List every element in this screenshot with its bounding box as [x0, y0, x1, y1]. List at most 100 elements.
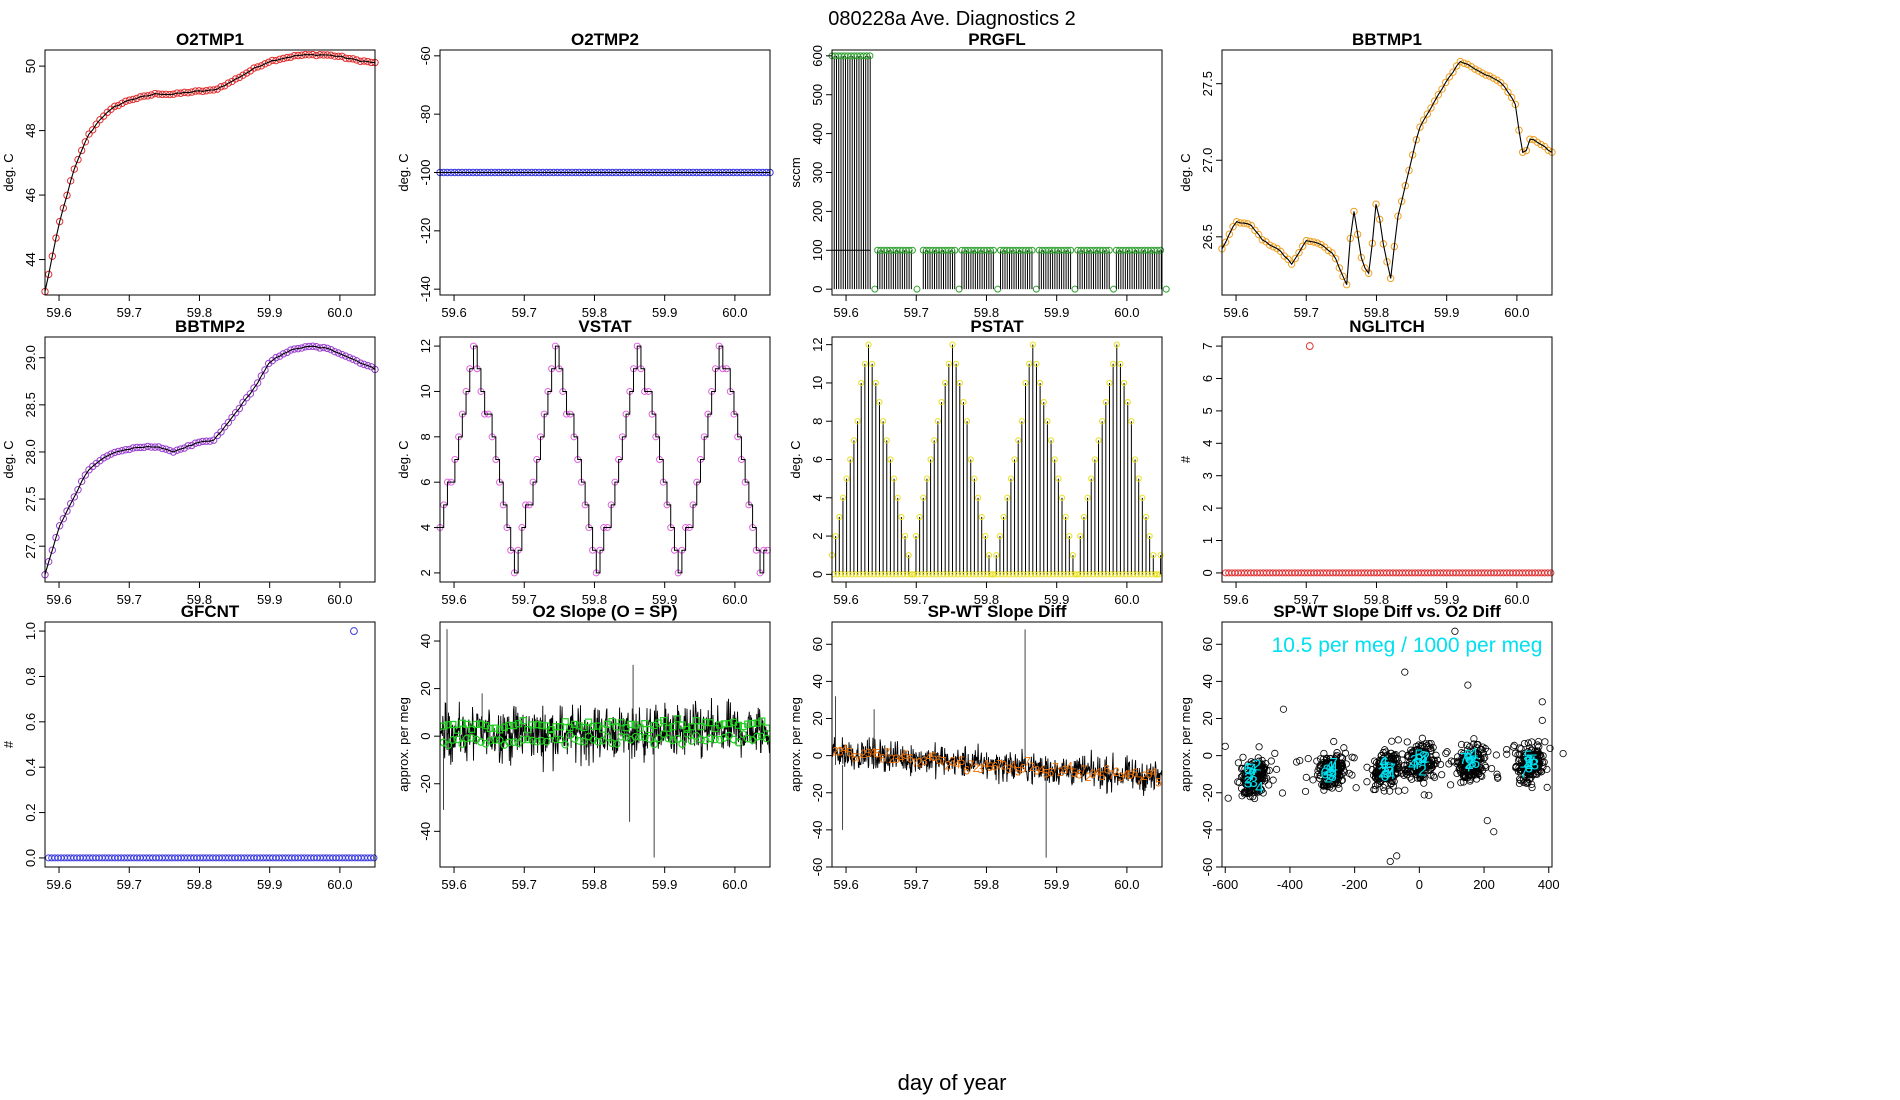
y-tick-label: 100 — [810, 239, 825, 261]
data-point — [352, 56, 361, 64]
panel-title: VSTAT — [578, 317, 632, 336]
x-tick-label: 60.0 — [327, 592, 352, 607]
data-point — [477, 738, 485, 746]
plot-area: 2345672345672345672345672345672345672345… — [831, 629, 1163, 858]
data-point — [1025, 246, 1033, 254]
data-point — [1131, 456, 1139, 463]
data-point — [1110, 360, 1117, 367]
data-point — [1398, 750, 1406, 758]
data-point — [1000, 513, 1007, 521]
data-point — [444, 741, 453, 750]
x-tick-label: 59.7 — [512, 592, 537, 607]
x-tick-label: 59.6 — [46, 592, 71, 607]
data-point — [1371, 774, 1380, 782]
data-point — [762, 724, 771, 732]
data-point — [838, 571, 845, 578]
x-tick-label: 59.7 — [512, 877, 537, 892]
data-point — [1142, 513, 1150, 521]
panel-title: PRGFL — [968, 30, 1026, 49]
y-tick-label: 20 — [810, 711, 825, 725]
y-axis-label: approx. per meg — [1178, 697, 1193, 792]
plot-frame — [439, 336, 771, 583]
data-point — [1239, 753, 1247, 761]
data-point — [716, 721, 724, 729]
data-point — [1247, 221, 1256, 230]
y-axis-label: deg. C — [396, 440, 411, 478]
y-tick-label: 500 — [810, 84, 825, 106]
x-tick-label: 59.9 — [1044, 592, 1069, 607]
data-point — [1339, 755, 1347, 763]
data-point — [1317, 763, 1325, 771]
data-point — [1333, 749, 1341, 757]
data-point — [1485, 72, 1494, 80]
data-point — [617, 732, 626, 741]
y-tick-label: 7 — [1200, 342, 1215, 349]
data-point — [1547, 569, 1555, 577]
data-point — [1382, 761, 1390, 769]
data-point — [982, 532, 989, 540]
data-point — [1383, 756, 1391, 765]
data-point — [1443, 748, 1451, 756]
data-point — [916, 513, 923, 521]
data-point — [444, 721, 452, 729]
data-point — [253, 379, 262, 387]
sample-label: 7 — [1052, 761, 1059, 775]
x-tick-label: 59.6 — [1223, 305, 1248, 320]
x-tick-label: 59.8 — [187, 877, 212, 892]
data-point — [925, 571, 932, 578]
data-point — [1389, 761, 1398, 770]
y-tick-label: 0 — [1200, 752, 1215, 759]
data-point — [1335, 784, 1343, 793]
data-point — [224, 79, 233, 87]
x-tick-label: 59.8 — [974, 877, 999, 892]
data-point — [918, 571, 925, 578]
plot-area — [45, 627, 378, 862]
x-tick-label: 59.8 — [582, 305, 607, 320]
data-point — [1038, 571, 1046, 578]
data-point — [1249, 793, 1257, 801]
data-point — [1388, 737, 1396, 745]
data-point — [1420, 761, 1428, 769]
data-point — [528, 721, 537, 729]
data-point — [1471, 65, 1479, 73]
data-point — [1473, 744, 1481, 752]
data-point — [118, 99, 126, 108]
x-tick-label: 59.7 — [117, 592, 142, 607]
sample-label: 4 — [1419, 752, 1428, 769]
data-point — [589, 735, 598, 744]
data-point — [505, 721, 513, 729]
data-point — [1049, 571, 1056, 578]
data-point — [954, 571, 962, 578]
data-point — [1078, 571, 1086, 578]
data-point — [854, 418, 861, 425]
data-point — [472, 720, 480, 729]
data-point — [523, 735, 532, 744]
data-point — [1053, 571, 1060, 578]
plot-area — [1218, 57, 1556, 289]
plot-frame — [831, 336, 1163, 583]
data-point — [847, 456, 854, 463]
sample-label: 5 — [959, 754, 966, 768]
data-point — [1370, 785, 1378, 794]
data-point — [1559, 749, 1567, 758]
data-point — [757, 732, 766, 741]
y-tick-label: -60 — [810, 858, 825, 877]
series-line — [1221, 60, 1553, 285]
data-point — [876, 398, 883, 406]
data-point — [1105, 246, 1113, 254]
data-point — [1239, 772, 1247, 780]
data-point — [1445, 73, 1454, 81]
data-point — [1394, 787, 1403, 795]
data-point — [1503, 750, 1511, 758]
sample-label: 6 — [935, 753, 942, 767]
data-point — [715, 735, 724, 744]
data-point — [1524, 739, 1532, 747]
data-point — [74, 486, 82, 494]
data-point — [1062, 513, 1069, 521]
data-point — [1033, 360, 1040, 367]
data-point — [239, 71, 247, 79]
data-point — [491, 724, 499, 732]
